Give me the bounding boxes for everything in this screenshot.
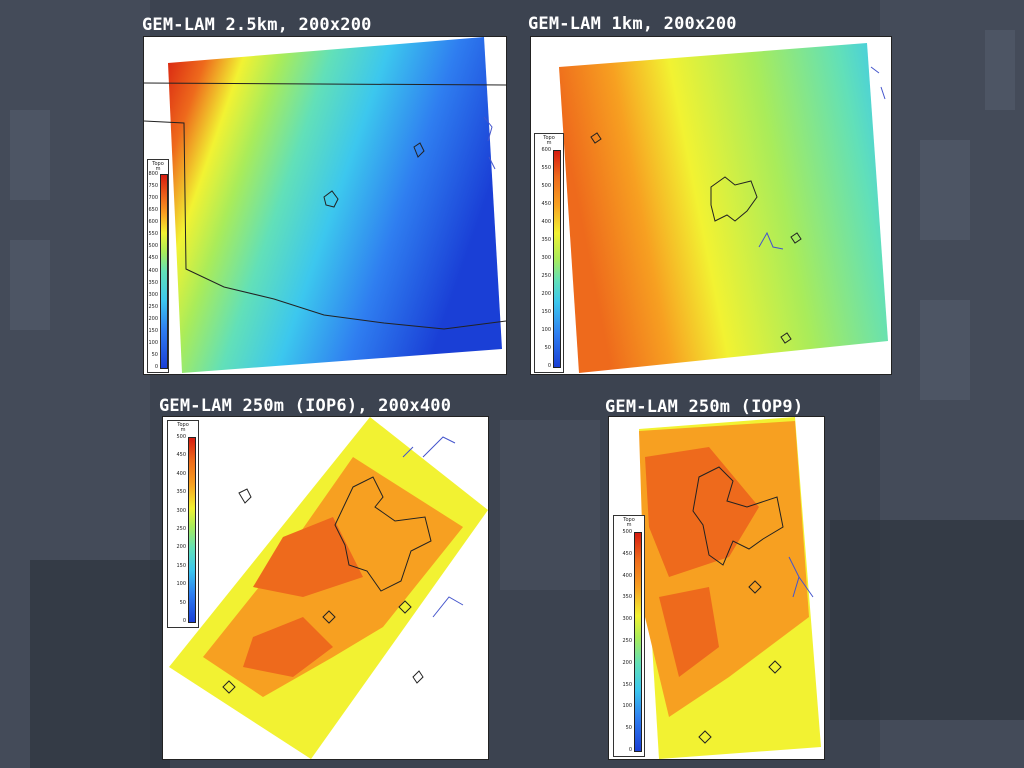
colorbar-1km: [553, 150, 561, 368]
colorbar-tick-label: 250: [622, 638, 632, 644]
colorbar-tick-label: 200: [176, 544, 186, 551]
colorbar-tick-label: 300: [622, 616, 632, 623]
colorbar-tick-label: 200: [148, 315, 158, 322]
colorbar-tick-label: 450: [541, 201, 551, 207]
colorbar-tick-label: 750: [148, 183, 158, 190]
colorbar-tick-label: 150: [148, 327, 158, 334]
colorbar-tick-label: 150: [541, 309, 551, 315]
colorbar-tick-label: 350: [541, 237, 551, 243]
topo-map-2-5km: [144, 37, 506, 373]
colorbar-2-5km: [160, 174, 168, 369]
colorbar-tick-label: 100: [622, 703, 632, 710]
colorbar-250m-iop9: [634, 532, 642, 752]
colorbar-tick-label: 150: [176, 562, 186, 569]
colorbar-tick-label: 450: [622, 550, 632, 557]
colorbar-tick-label: 100: [176, 581, 186, 588]
colorbar-tick-label: 250: [148, 303, 158, 310]
colorbar-tick-label: 450: [148, 255, 158, 262]
colorbar-tick-label: 500: [148, 243, 158, 250]
colorbar-tick-label: 700: [148, 195, 158, 202]
colorbar-tick-label: 250: [541, 273, 551, 279]
colorbar-250m-iop6: [188, 437, 196, 623]
panel-title-1km: GEM-LAM 1km, 200x200: [528, 14, 737, 34]
colorbar-tick-label: 0: [547, 363, 551, 369]
colorbar-tick-label: 500: [622, 529, 632, 535]
panel-title-250m-iop9: GEM-LAM 250m (IOP9): [605, 397, 804, 417]
colorbar-tick-label: 600: [541, 147, 551, 153]
topo-legend-2-5km: Topo m 0 50 100 150 200 250 300 350 400 450 500 550…: [147, 159, 169, 373]
colorbar-tick-label: 100: [148, 339, 158, 346]
colorbar-tick-label: 800: [148, 171, 158, 177]
colorbar-tick-label: 500: [541, 183, 551, 189]
colorbar-tick-label: 550: [148, 231, 158, 238]
topo-map-panel-250m-iop6: Topo m 0 50 100 150 200 250 300 350 400 450 500: [162, 416, 489, 760]
colorbar-tick-label: 0: [182, 618, 186, 624]
colorbar-tick-label: 150: [622, 681, 632, 688]
colorbar-tick-label: 200: [541, 291, 551, 297]
topo-map-1km: [559, 43, 888, 373]
colorbar-tick-label: 350: [148, 279, 158, 286]
topo-map-panel-250m-iop9: Topo m 0 50 100 150 200 250 300 350 400 450 500: [608, 416, 825, 760]
colorbar-tick-label: 50: [625, 725, 632, 732]
colorbar-tick-label: 400: [176, 470, 186, 477]
colorbar-tick-label: 500: [176, 434, 186, 440]
colorbar-tick-label: 50: [179, 599, 186, 606]
colorbar-tick-label: 200: [622, 659, 632, 666]
colorbar-tick-label: 350: [176, 489, 186, 496]
colorbar-tick-label: 600: [148, 219, 158, 226]
colorbar-tick-label: 400: [541, 219, 551, 225]
topo-legend-250m-iop9: Topo m 0 50 100 150 200 250 300 350 400 450 500: [613, 515, 645, 757]
colorbar-tick-label: 450: [176, 452, 186, 459]
colorbar-tick-label: 550: [541, 165, 551, 171]
colorbar-tick-label: 50: [151, 351, 158, 358]
colorbar-tick-label: 300: [541, 255, 551, 261]
colorbar-tick-label: 350: [622, 594, 632, 601]
colorbar-tick-label: 0: [628, 747, 632, 753]
panel-title-2-5km: GEM-LAM 2.5km, 200x200: [142, 15, 372, 35]
topo-legend-250m-iop6: Topo m 0 50 100 150 200 250 300 350 400 450 500: [167, 420, 199, 628]
topo-map-250m-iop6: [169, 417, 488, 759]
colorbar-tick-label: 300: [176, 507, 186, 514]
topo-map-panel-1km: Topo m 0 50 100 150 200 250 300 350 400 450 500 550…: [530, 36, 892, 375]
colorbar-tick-label: 250: [176, 526, 186, 532]
colorbar-tick-label: 400: [148, 267, 158, 274]
colorbar-tick-label: 650: [148, 207, 158, 214]
colorbar-tick-label: 300: [148, 291, 158, 298]
topo-map-250m-iop9: [639, 417, 821, 759]
topo-map-panel-2-5km: Topo m 0 50 100 150 200 250 300 350 400 450 500 550…: [143, 36, 507, 375]
colorbar-tick-label: 100: [541, 327, 551, 333]
colorbar-tick-label: 400: [622, 572, 632, 579]
colorbar-tick-label: 0: [154, 364, 158, 370]
topo-legend-1km: Topo m 0 50 100 150 200 250 300 350 400 450 500 550…: [534, 133, 564, 373]
panel-title-250m-iop6: GEM-LAM 250m (IOP6), 200x400: [159, 396, 452, 416]
colorbar-tick-label: 50: [544, 345, 551, 351]
